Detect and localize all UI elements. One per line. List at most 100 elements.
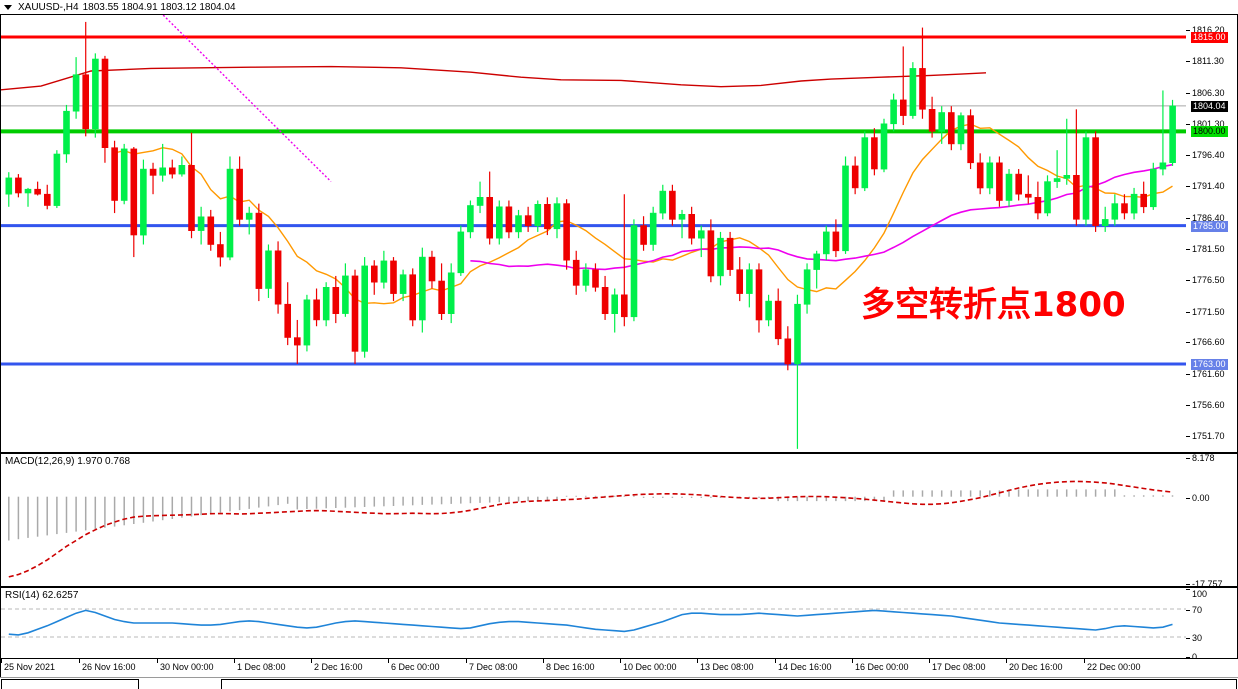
candle-body	[361, 265, 369, 352]
rsi-tick	[1186, 657, 1190, 658]
price-tick	[1186, 124, 1190, 126]
time-tick-label: 25 Nov 2021	[4, 662, 56, 672]
time-tick-label: 17 Dec 08:00	[932, 662, 986, 672]
rsi-caption: RSI(14) 62.6257	[5, 590, 79, 601]
candle-body	[871, 137, 878, 170]
candle-body	[207, 216, 215, 245]
rsi-tick	[1186, 638, 1190, 639]
candle-body	[63, 110, 70, 155]
candle-body	[986, 162, 994, 189]
price-tick-label: 1796.40	[1192, 149, 1225, 160]
macd-tick	[1186, 458, 1190, 459]
candle-body	[351, 275, 359, 352]
candle-body	[1130, 193, 1138, 214]
price-tick	[1186, 280, 1190, 282]
candle-body	[544, 204, 551, 230]
price-tick	[1186, 311, 1190, 313]
candle-body	[717, 237, 724, 277]
candle-body	[1053, 178, 1061, 182]
time-tick	[852, 659, 853, 663]
candle-body	[1150, 168, 1157, 208]
candle-body	[784, 338, 792, 365]
price-chart-svg	[1, 15, 1186, 449]
price-tick-label: 1771.50	[1192, 306, 1225, 317]
time-tick	[929, 659, 930, 663]
price-scale[interactable]: 1816.20 1811.30 1806.30 1801.30 1796.40 1791.…	[1186, 14, 1238, 453]
price-tick	[1186, 217, 1190, 219]
rsi-tick-label: 30	[1192, 633, 1203, 643]
time-tick	[1, 659, 2, 663]
candle-body	[293, 337, 301, 346]
price-tick	[1186, 248, 1190, 250]
chart-header: XAUUSD-,H4 1803.55 1804.91 1803.12 1804.…	[0, 0, 1238, 14]
status-cell-left	[1, 679, 139, 689]
candle-body	[197, 216, 205, 231]
candle-body	[899, 99, 907, 116]
candle-body	[101, 58, 109, 148]
candle-body	[842, 165, 849, 252]
chevron-down-icon[interactable]	[4, 4, 12, 10]
candle-body	[92, 58, 99, 130]
candle-body	[976, 162, 984, 189]
candle-body	[495, 206, 503, 239]
candle-body	[1034, 197, 1042, 214]
price-tick-label: 1751.70	[1192, 431, 1225, 442]
candle-body	[707, 230, 715, 277]
price-tick-label: 1811.30	[1192, 56, 1224, 67]
candle-body	[72, 74, 80, 112]
candle-body	[765, 300, 772, 321]
price-badge: 1785.00	[1191, 220, 1228, 232]
macd-scale[interactable]: 8.178 0.00 -17.757	[1186, 453, 1238, 589]
candle-body	[553, 203, 561, 230]
time-tick-label: 1 Dec 08:00	[237, 662, 286, 672]
macd-tick	[1186, 497, 1190, 499]
candle-body	[1015, 173, 1023, 195]
time-tick-label: 2 Dec 16:00	[314, 662, 363, 672]
candle-body	[188, 165, 195, 232]
rsi-pane[interactable]: RSI(14) 62.6257	[0, 587, 1186, 659]
candle-body	[919, 68, 926, 110]
time-tick-label: 22 Dec 00:00	[1087, 662, 1141, 672]
candle-body	[524, 215, 532, 227]
time-tick-label: 14 Dec 16:00	[778, 662, 832, 672]
candle-body	[755, 269, 763, 321]
candle-body	[409, 274, 417, 321]
macd-pane[interactable]: MACD(12,26,9) 1.970 0.768	[0, 453, 1186, 587]
time-tick-label: 7 Dec 08:00	[469, 662, 518, 672]
candle-body	[630, 225, 638, 318]
symbol-label: XAUUSD-,H4	[18, 1, 79, 13]
candle-body	[457, 231, 465, 274]
rsi-tick-label: 70	[1192, 605, 1203, 615]
candle-body	[851, 165, 859, 189]
price-pane[interactable]: 多空转折点1800	[0, 14, 1186, 453]
candle-body	[178, 165, 186, 175]
rsi-tick-label: 100	[1192, 589, 1208, 599]
price-tick-label: 1816.20	[1192, 25, 1225, 36]
ma-third-descending-line	[162, 15, 332, 183]
candle-body	[774, 300, 782, 340]
rsi-chart-svg	[1, 608, 1186, 638]
price-tick-label: 1776.50	[1192, 275, 1225, 286]
candle-series	[5, 21, 1176, 449]
time-tick	[234, 659, 235, 663]
ohlc-values: 1803.55 1804.91 1803.12 1804.04	[82, 1, 236, 13]
time-axis[interactable]: 25 Nov 2021 26 Nov 16:00 30 Nov 00:00 1 Dec…	[0, 659, 1238, 677]
candle-body	[534, 204, 542, 227]
macd-tick-label: 8.178	[1192, 453, 1215, 463]
candle-body	[332, 286, 340, 314]
candle-body	[82, 74, 89, 130]
ma-slow-line	[1, 65, 987, 91]
candle-body	[274, 250, 282, 305]
rsi-tick	[1186, 589, 1190, 590]
status-bar	[0, 677, 1238, 689]
price-tick-label: 1801.30	[1192, 119, 1225, 130]
time-tick-label: 8 Dec 16:00	[546, 662, 595, 672]
candle-body	[322, 286, 330, 321]
rsi-scale[interactable]: 100 70 30 0	[1186, 587, 1238, 662]
candle-body	[236, 168, 243, 220]
candle-body	[794, 303, 801, 365]
candle-body	[947, 112, 955, 145]
price-tick-label: 1781.50	[1192, 243, 1225, 254]
candle-body	[678, 214, 686, 220]
time-tick	[1006, 659, 1007, 663]
